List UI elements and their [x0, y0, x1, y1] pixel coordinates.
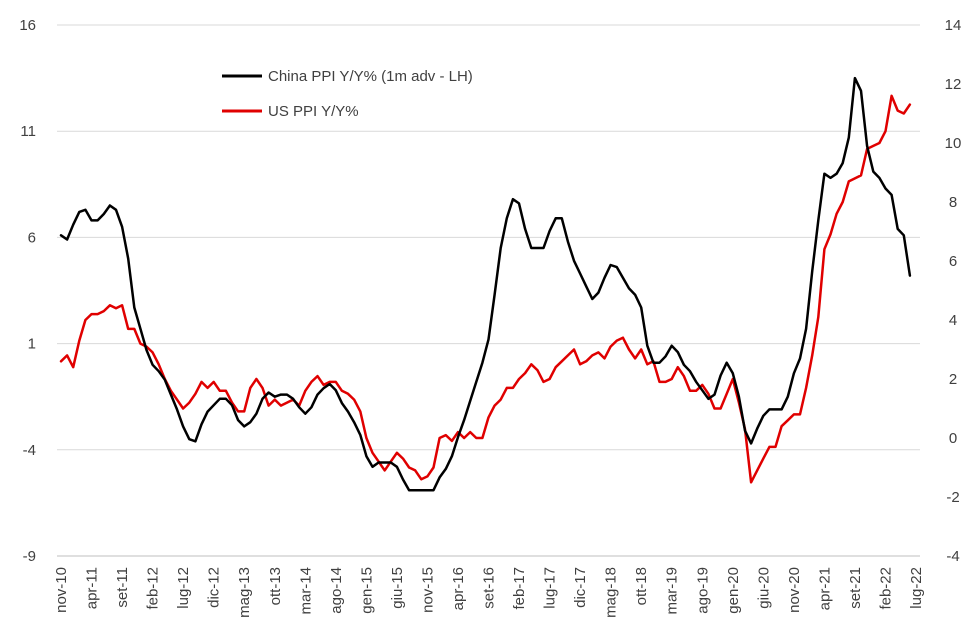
- x-axis-tick-label: gen-20: [725, 567, 742, 614]
- x-axis-tick-label: giu-20: [755, 567, 772, 609]
- right-axis-tick-label: 12: [945, 76, 962, 93]
- x-axis-tick-label: mar-14: [297, 567, 314, 615]
- x-axis-tick-label: nov-15: [419, 567, 436, 613]
- x-axis-tick-label: feb-12: [145, 567, 162, 610]
- right-axis-tick-label: 8: [949, 194, 957, 211]
- left-axis-tick-label: -4: [23, 442, 36, 459]
- x-axis-tick-label: nov-20: [786, 567, 803, 613]
- x-axis-tick-label: mar-19: [664, 567, 681, 615]
- legend: China PPI Y/Y% (1m adv - LH) US PPI Y/Y%: [222, 68, 473, 120]
- x-axis-tick-label: ott-18: [633, 567, 650, 605]
- x-axis-tick-label: mag-18: [603, 567, 620, 618]
- x-axis-tick-label: feb-22: [877, 567, 894, 610]
- x-axis-tick-label: lug-22: [908, 567, 925, 609]
- x-axis-tick-label: lug-12: [175, 567, 192, 609]
- right-axis-tick-label: 14: [945, 17, 962, 34]
- x-axis-tick-label: set-16: [481, 567, 498, 609]
- x-axis-tick-label: ott-13: [267, 567, 284, 605]
- gridlines: [57, 24, 920, 557]
- left-axis-tick-label: 16: [19, 17, 36, 34]
- left-axis-ticks: 16 11 6 1 -4 -9: [19, 17, 36, 565]
- x-axis-tick-label: apr-11: [84, 567, 101, 609]
- x-axis-tick-label: mag-13: [236, 567, 253, 618]
- left-axis-tick-label: 1: [28, 336, 36, 353]
- x-axis-tick-label: feb-17: [511, 567, 528, 610]
- x-axis-tick-label: apr-21: [816, 567, 833, 610]
- x-axis-tick-label: set-21: [847, 567, 864, 609]
- x-axis-tick-label: apr-16: [450, 567, 467, 610]
- x-axis-tick-label: ago-14: [328, 567, 345, 614]
- right-axis-tick-label: 2: [949, 371, 957, 388]
- right-axis-tick-label: -2: [946, 489, 959, 506]
- series-line-us-ppi: [59, 94, 912, 484]
- series-line-china-ppi: [59, 76, 912, 492]
- series-lines: [59, 76, 912, 492]
- left-axis-tick-label: 11: [20, 123, 36, 140]
- right-axis-tick-label: 10: [945, 135, 962, 152]
- x-axis-ticks: nov-10 apr-11 set-11 feb-12 lug-12 dic-12 mag-…: [53, 567, 925, 618]
- legend-label-us-ppi: US PPI Y/Y%: [268, 103, 359, 120]
- x-axis-tick-label: gen-15: [358, 567, 375, 614]
- right-axis-tick-label: 4: [949, 312, 957, 329]
- x-axis-tick-label: nov-10: [53, 567, 70, 613]
- legend-label-china-ppi: China PPI Y/Y% (1m adv - LH): [268, 68, 473, 85]
- x-axis-tick-label: dic-12: [206, 567, 223, 608]
- x-axis-tick-label: giu-15: [389, 567, 406, 609]
- right-axis-ticks: 14 12 10 8 6 4 2 0 -2 -4: [945, 17, 962, 565]
- left-axis-tick-label: 6: [28, 229, 36, 246]
- right-axis-tick-label: -4: [946, 548, 959, 565]
- right-axis-tick-label: 0: [949, 430, 957, 447]
- left-axis-tick-label: -9: [23, 548, 36, 565]
- right-axis-tick-label: 6: [949, 253, 957, 270]
- x-axis-tick-label: ago-19: [694, 567, 711, 614]
- x-axis-tick-label: set-11: [114, 567, 131, 608]
- x-axis-tick-label: lug-17: [542, 567, 559, 609]
- x-axis-tick-label: dic-17: [572, 567, 589, 608]
